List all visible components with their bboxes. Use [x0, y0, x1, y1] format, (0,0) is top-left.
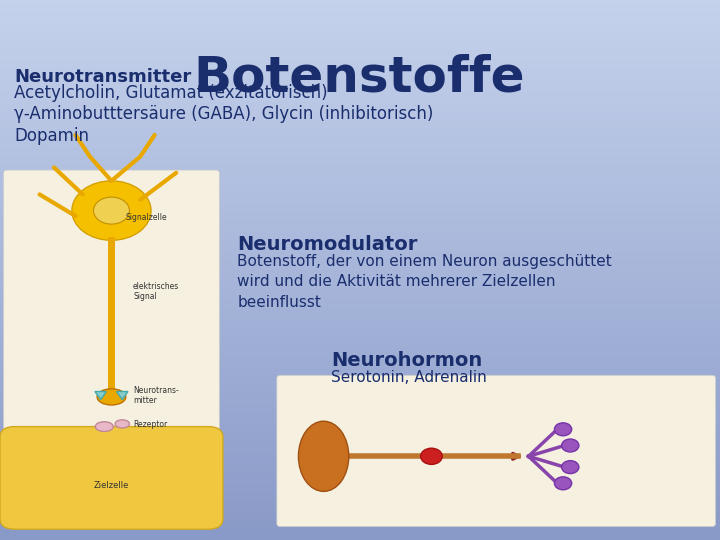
Ellipse shape: [115, 420, 130, 428]
Ellipse shape: [97, 389, 126, 405]
Text: Rezeptor: Rezeptor: [133, 421, 167, 429]
Text: Neurohormon: Neurohormon: [330, 351, 482, 370]
Text: Neuromodulator: Neuromodulator: [238, 235, 418, 254]
Circle shape: [562, 439, 579, 452]
FancyBboxPatch shape: [4, 170, 220, 526]
Ellipse shape: [298, 421, 348, 491]
Circle shape: [554, 477, 572, 490]
Text: Signalzelle: Signalzelle: [126, 213, 168, 221]
Text: Acetylcholin, Glutamat (exzitatorisch): Acetylcholin, Glutamat (exzitatorisch): [14, 84, 328, 102]
Text: Serotonin, Adrenalin: Serotonin, Adrenalin: [330, 370, 487, 385]
Circle shape: [94, 197, 130, 224]
Text: wird und die Aktivität mehrerer Zielzellen: wird und die Aktivität mehrerer Zielzell…: [238, 274, 556, 289]
Text: Botenstoffe: Botenstoffe: [194, 54, 526, 102]
FancyBboxPatch shape: [0, 427, 223, 529]
Polygon shape: [117, 392, 128, 400]
Text: γ-Aminobutttersäure (GABA), Glycin (inhibitorisch): γ-Aminobutttersäure (GABA), Glycin (inhi…: [14, 105, 433, 123]
FancyBboxPatch shape: [277, 375, 716, 526]
Text: elektrisches
Signal: elektrisches Signal: [133, 282, 179, 301]
Text: Neurotransmitter: Neurotransmitter: [14, 68, 192, 85]
Text: Botenstoff, der von einem Neuron ausgeschüttet: Botenstoff, der von einem Neuron ausgesc…: [238, 254, 612, 269]
Text: Dopamin: Dopamin: [14, 127, 89, 145]
Ellipse shape: [95, 422, 113, 431]
Polygon shape: [95, 392, 107, 400]
Circle shape: [554, 423, 572, 436]
Text: beeinflusst: beeinflusst: [238, 295, 321, 310]
Text: Neurotrans-
mitter: Neurotrans- mitter: [133, 386, 179, 405]
Circle shape: [562, 461, 579, 474]
Circle shape: [72, 181, 151, 240]
Circle shape: [420, 448, 442, 464]
Text: Zielzelle: Zielzelle: [94, 482, 129, 490]
